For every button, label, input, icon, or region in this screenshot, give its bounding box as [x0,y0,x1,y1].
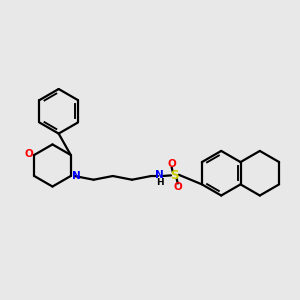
Text: S: S [170,169,179,182]
Text: O: O [25,149,33,159]
Text: N: N [155,170,164,180]
Text: N: N [72,171,80,181]
Text: H: H [156,178,164,187]
Text: O: O [173,182,182,191]
Text: O: O [167,159,176,169]
